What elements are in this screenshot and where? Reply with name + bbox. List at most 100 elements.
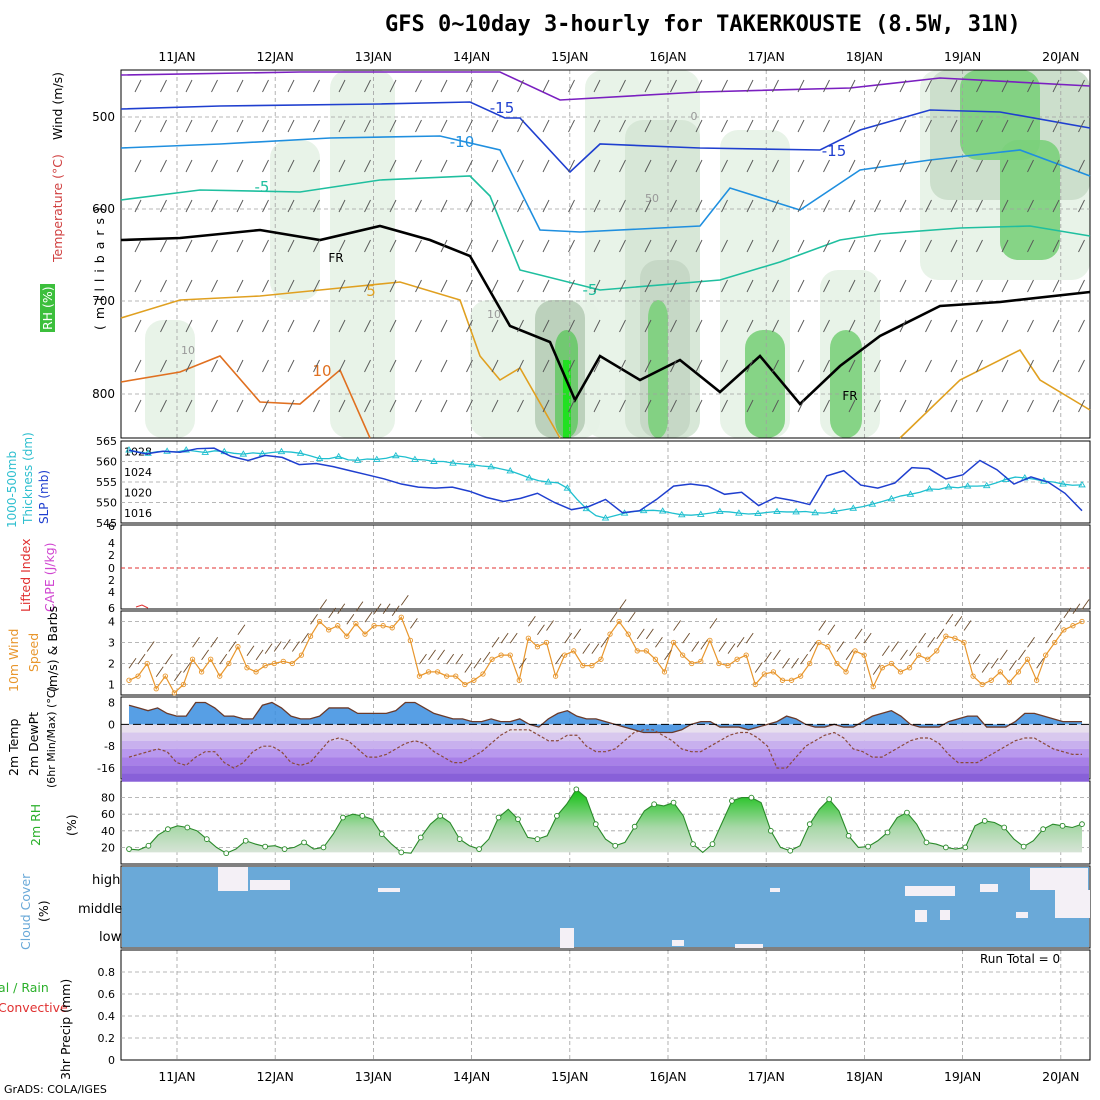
upper-barb-1-8 bbox=[338, 119, 346, 133]
upper-barb-5-19 bbox=[619, 279, 626, 293]
upper-barb-0-26 bbox=[797, 79, 805, 93]
wind10-barb-91 bbox=[954, 616, 963, 627]
wind10-barb-82 bbox=[872, 664, 881, 675]
date-top-7: 18JAN bbox=[846, 49, 883, 64]
wind10-point-95 bbox=[988, 677, 994, 683]
wind10-barb-25 bbox=[355, 601, 364, 612]
thickness-point-0 bbox=[125, 446, 133, 453]
thickness-point-6 bbox=[182, 446, 190, 453]
upper-barb-2-28 bbox=[848, 159, 856, 173]
upper-barb-6-30 bbox=[899, 319, 907, 333]
upper-barb-3-0 bbox=[134, 199, 142, 213]
wind10-barb-98 bbox=[1018, 649, 1026, 661]
upper-barb-1-34 bbox=[1001, 119, 1009, 133]
upper-barb-2-32 bbox=[950, 159, 958, 173]
thickness-point-76 bbox=[849, 504, 858, 511]
wind10-barb-48 bbox=[564, 632, 573, 644]
rh-label-0: 0 bbox=[691, 110, 698, 123]
wind10-point-17 bbox=[280, 658, 286, 665]
upper-barb-0-14 bbox=[491, 79, 499, 93]
temp-contour-7 bbox=[899, 348, 1091, 439]
wind10-point-4 bbox=[162, 673, 168, 679]
upper-barb-8-21 bbox=[670, 399, 677, 413]
upper-barb-1-33 bbox=[976, 119, 983, 133]
upper-barb-8-3 bbox=[211, 399, 218, 413]
thickness-point-66 bbox=[754, 509, 762, 517]
upper-barb-6-28 bbox=[848, 319, 856, 333]
upper-barb-5-5 bbox=[262, 279, 269, 293]
rh2m-point-34 bbox=[456, 836, 463, 842]
rh2m-fill bbox=[129, 789, 1082, 854]
upper-barb-1-1 bbox=[160, 119, 167, 133]
wind10-point-105 bbox=[1079, 618, 1085, 625]
panel-upper bbox=[120, 69, 1091, 439]
upper-barb-2-22 bbox=[695, 159, 703, 173]
date-top-5: 16JAN bbox=[649, 49, 686, 64]
upper-barb-3-12 bbox=[440, 199, 448, 213]
wind10-point-9 bbox=[208, 656, 214, 662]
upper-barb-8-0 bbox=[134, 399, 142, 413]
upper-barb-3-16 bbox=[542, 199, 550, 213]
wind10-barb-34 bbox=[437, 649, 445, 661]
upper-barb-3-2 bbox=[185, 199, 193, 213]
wind10-barb-86 bbox=[909, 645, 917, 656]
thickness-point-42 bbox=[525, 474, 534, 481]
upper-barb-7-23 bbox=[721, 359, 728, 373]
upper-barb-8-16 bbox=[542, 399, 550, 413]
upper-barb-1-26 bbox=[797, 119, 805, 133]
thickness-point-18 bbox=[296, 449, 305, 456]
upper-barb-8-8 bbox=[338, 399, 346, 413]
upper-barb-6-10 bbox=[389, 319, 397, 333]
upper-barb-6-3 bbox=[211, 319, 218, 333]
panel-frame-stab bbox=[120, 524, 1091, 610]
upper-barb-6-26 bbox=[797, 319, 805, 333]
wind10-point-43 bbox=[516, 677, 522, 683]
upper-barb-4-26 bbox=[797, 239, 805, 253]
upper-barb-3-11 bbox=[415, 199, 422, 213]
wind10-point-60 bbox=[670, 639, 677, 646]
upper-barb-4-33 bbox=[976, 239, 983, 253]
date-bottom-0: 11JAN bbox=[158, 1069, 195, 1084]
wind10-barb-21 bbox=[319, 599, 327, 610]
wind10-point-71 bbox=[770, 669, 777, 675]
wind10-point-63 bbox=[698, 658, 704, 665]
p-tick-600: 600 bbox=[92, 202, 115, 216]
wind10-barb-16 bbox=[273, 641, 282, 652]
rh-shade-13 bbox=[648, 300, 668, 438]
rh2m-point-90 bbox=[1001, 824, 1008, 831]
thickness-point-100 bbox=[1078, 480, 1086, 488]
upper-barb-1-18 bbox=[593, 119, 601, 133]
rh2m-point-40 bbox=[515, 816, 521, 823]
wind10-point-39 bbox=[480, 671, 486, 677]
wind10-barb-56 bbox=[636, 628, 645, 640]
rh-shade-core bbox=[563, 360, 571, 438]
upper-barb-0-19 bbox=[619, 79, 626, 93]
upper-barb-0-31 bbox=[925, 79, 932, 93]
rh2m-point-28 bbox=[398, 849, 405, 856]
wind10-barb-4 bbox=[164, 653, 173, 665]
upper-barb-0-7 bbox=[313, 79, 320, 93]
rh-tick-60: 60 bbox=[101, 808, 115, 821]
upper-barb-6-14 bbox=[491, 319, 499, 333]
upper-barb-8-26 bbox=[797, 399, 805, 413]
upper-barb-8-12 bbox=[440, 399, 448, 413]
upper-barb-0-27 bbox=[823, 79, 830, 93]
upper-barb-7-37 bbox=[1078, 359, 1085, 373]
upper-barb-5-15 bbox=[517, 279, 524, 293]
rh2m-point-18 bbox=[301, 839, 307, 846]
wind10-barb-54 bbox=[618, 599, 627, 610]
thickness-point-70 bbox=[792, 508, 800, 515]
wind10-point-2 bbox=[144, 660, 150, 667]
wind10-point-53 bbox=[607, 631, 613, 637]
upper-barb-1-7 bbox=[313, 119, 320, 133]
upper-barb-2-3 bbox=[211, 159, 218, 173]
precip-tick-3: 0.6 bbox=[98, 988, 116, 1001]
upper-barb-0-20 bbox=[644, 79, 652, 93]
upper-barb-2-35 bbox=[1027, 159, 1034, 173]
thickness-point-90 bbox=[982, 481, 991, 489]
upper-barb-5-11 bbox=[415, 279, 422, 293]
upper-barb-1-12 bbox=[440, 119, 448, 133]
upper-barb-5-34 bbox=[1001, 279, 1009, 293]
upper-barb-2-6 bbox=[287, 159, 295, 173]
upper-barb-7-9 bbox=[364, 359, 371, 373]
